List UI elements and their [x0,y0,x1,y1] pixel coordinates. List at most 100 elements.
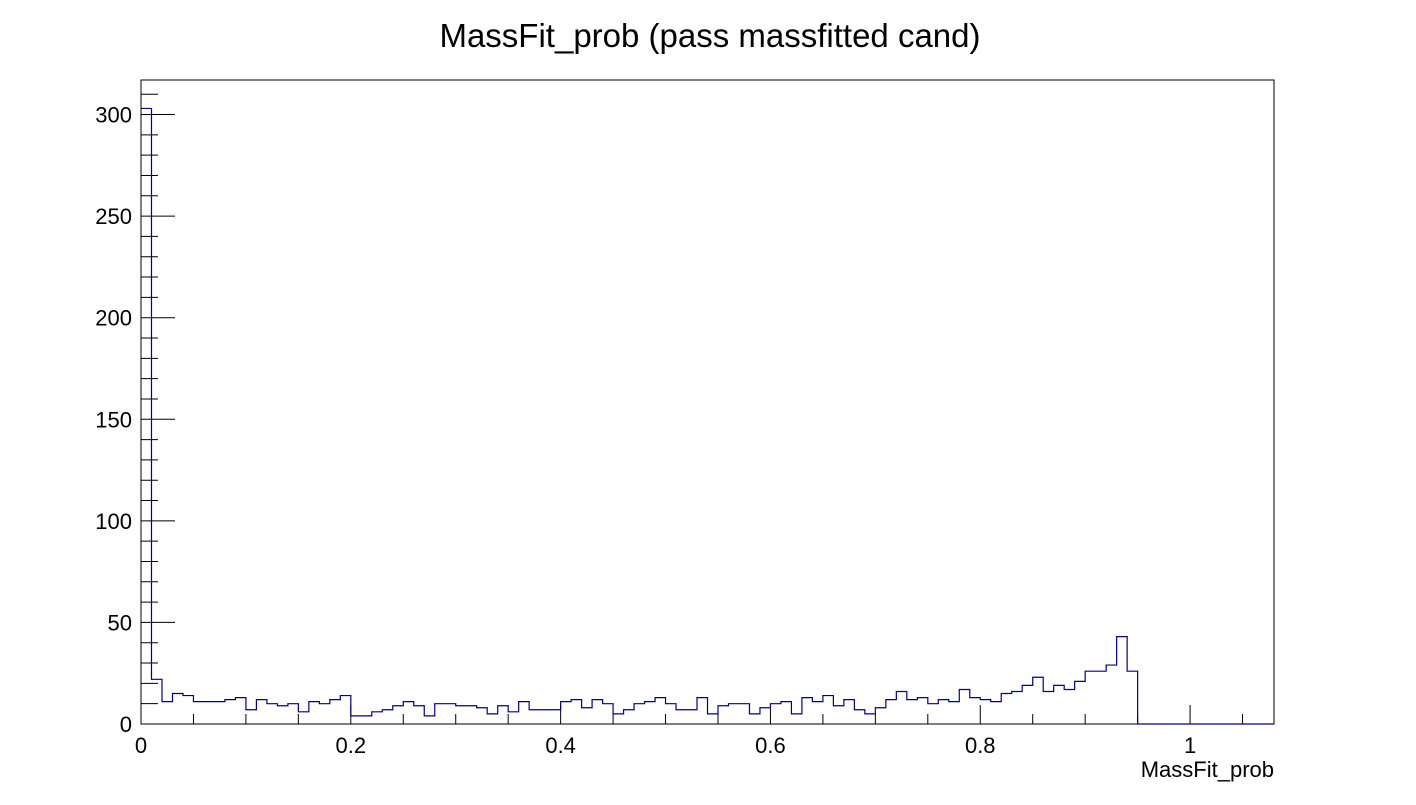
histogram-bin [1085,671,1095,724]
histogram-bin [151,679,161,724]
histogram-bin [645,702,655,724]
histogram-bin [414,706,424,724]
histogram-bin [330,700,340,724]
histogram-bin [361,716,371,724]
histogram-bin [592,700,602,724]
histogram-bin [225,700,235,724]
x-tick-label: 0.4 [545,733,576,758]
histogram-bin [749,714,759,724]
histogram-bin [1043,691,1053,724]
histogram-bin [445,704,455,724]
histogram-bin [770,704,780,724]
histogram-bin [477,708,487,724]
histogram-bin [833,706,843,724]
y-axis: 0 50 100 150 200 250 300 [95,93,175,737]
histogram-bin [1127,671,1137,724]
histogram-bin [235,698,245,724]
histogram-bin [613,714,623,724]
histogram-bin [917,698,927,724]
histogram-bin [309,702,319,724]
x-tick-label: 0.6 [755,733,786,758]
x-axis-title: MassFit_prob [1141,757,1274,782]
y-tick-label: 0 [120,712,132,737]
plot-frame [140,79,1275,725]
histogram-bin [812,702,822,724]
histogram-bin [844,700,854,724]
histogram-bin [676,710,686,724]
y-tick-label: 50 [108,610,132,635]
histogram-bin [424,716,434,724]
histogram-bin [718,706,728,724]
y-tick-label: 300 [95,103,132,128]
histogram-bin [624,710,634,724]
histogram-bin [949,702,959,724]
histogram-bin [991,702,1001,724]
histogram-bin [1022,685,1032,724]
x-tick-label: 0.8 [965,733,996,758]
histogram-bin [728,704,738,724]
histogram-bin [865,714,875,724]
histogram-bin [886,700,896,724]
histogram-bin [854,710,864,724]
histogram-bin [372,712,382,724]
x-tick-label: 1 [1184,733,1196,758]
histogram-bin [267,704,277,724]
histogram-bin [1096,671,1106,724]
histogram-bin [256,700,266,724]
histogram-bin [896,691,906,724]
histogram-bin [687,710,697,724]
histogram-bin [529,710,539,724]
histogram-bin [456,706,466,724]
histogram-bin [393,706,403,724]
histogram-bin [1001,694,1011,724]
histogram-bin [634,704,644,724]
histogram-outline [141,107,1274,725]
histogram-bin [959,689,969,724]
histogram-bin [561,702,571,724]
histogram-bin [697,698,707,724]
histogram-bin [277,706,287,724]
histogram-bin [498,706,508,724]
histogram-bin [435,704,445,724]
histogram-bin [214,702,224,724]
histogram-bin [760,708,770,724]
histogram-bin [582,708,592,724]
histogram-bin [571,700,581,724]
histogram-bin [403,702,413,724]
y-tick-label: 200 [95,306,132,331]
histogram-bin [938,700,948,724]
histogram-bin [351,716,361,724]
y-tick-label: 100 [95,509,132,534]
histogram-bin [466,706,476,724]
histogram-bin [739,704,749,724]
histogram-bin [487,714,497,724]
histogram-bin [970,698,980,724]
histogram-bin [382,710,392,724]
histogram-bin [319,704,329,724]
histogram-bin [246,710,256,724]
histogram-bin [172,694,182,724]
histogram-bin [791,714,801,724]
histogram-bin [340,696,350,724]
histogram-bin [603,704,613,724]
histogram-bin [204,702,214,724]
histogram-bin [1054,685,1064,724]
histogram-bin [907,700,917,724]
histogram-bin [508,712,518,724]
x-axis: 0 0.2 0.4 0.6 0.8 1 [135,705,1244,758]
histogram-bin [193,702,203,724]
histogram-bin [1064,689,1074,724]
histogram-bin [781,702,791,724]
histogram-bin [655,698,665,724]
histogram-bin [666,704,676,724]
histogram-bin [875,708,885,724]
histogram-bin [802,698,812,724]
histogram-bin [540,710,550,724]
histogram-bin [288,704,298,724]
histogram-bin [980,700,990,724]
histogram-bin [1075,681,1085,724]
y-tick-label: 150 [95,407,132,432]
histogram-bin [550,710,560,724]
x-tick-label: 0 [135,733,147,758]
